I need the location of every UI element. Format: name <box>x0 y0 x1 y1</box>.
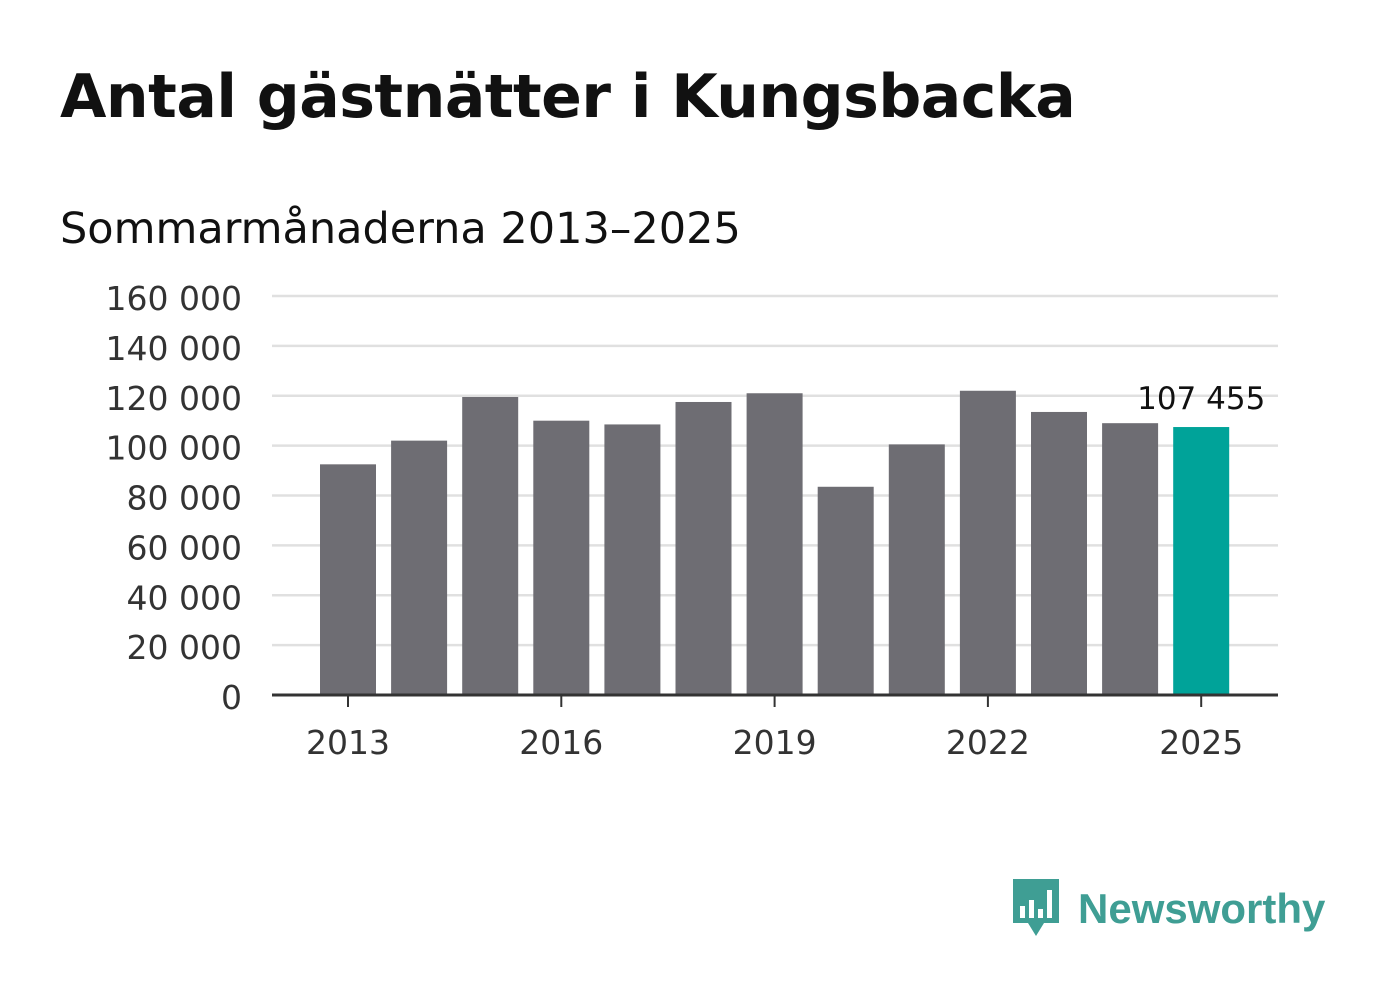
data-label-highlight: 107 455 <box>1137 381 1265 417</box>
bar <box>746 393 803 695</box>
bar <box>888 444 945 695</box>
y-tick-label: 20 000 <box>127 628 242 667</box>
y-tick-label: 80 000 <box>127 479 242 518</box>
labels: 0 20 000 40 000 60 000 80 000 100 000 120 000 1… <box>106 279 1266 762</box>
y-tick-label: 160 000 <box>106 279 242 318</box>
bar <box>817 486 874 695</box>
y-tick-label: 60 000 <box>127 528 242 567</box>
bar-chart-speech-bubble-icon <box>1013 879 1059 936</box>
y-tick-label: 0 <box>221 678 242 717</box>
newsworthy-logo: Newsworthy <box>1010 876 1325 942</box>
y-tick-label: 40 000 <box>127 578 242 617</box>
bar <box>1031 411 1087 695</box>
bar-highlight <box>1173 427 1230 695</box>
chart-subtitle: Sommarmånaderna 2013–2025 <box>60 204 741 254</box>
bar <box>533 420 590 695</box>
x-tick-label: 2016 <box>519 723 603 762</box>
brand-name: Newsworthy <box>1078 885 1326 932</box>
bar <box>959 390 1016 695</box>
bar <box>1102 423 1159 695</box>
x-tick-label: 2013 <box>306 723 390 762</box>
x-tick-label: 2022 <box>946 723 1030 762</box>
bar <box>320 464 376 695</box>
bar <box>391 440 448 695</box>
y-tick-label: 100 000 <box>106 429 242 468</box>
x-tick-label: 2025 <box>1159 723 1243 762</box>
x-tick-label: 2019 <box>733 723 817 762</box>
chart-title: Antal gästnätter i Kungsbacka <box>60 62 1076 132</box>
bar <box>604 424 661 695</box>
bars <box>320 390 1230 695</box>
bar <box>675 401 732 695</box>
y-tick-label: 140 000 <box>106 329 242 368</box>
axes <box>272 693 1278 707</box>
bar <box>462 396 519 695</box>
y-tick-label: 120 000 <box>106 379 242 418</box>
